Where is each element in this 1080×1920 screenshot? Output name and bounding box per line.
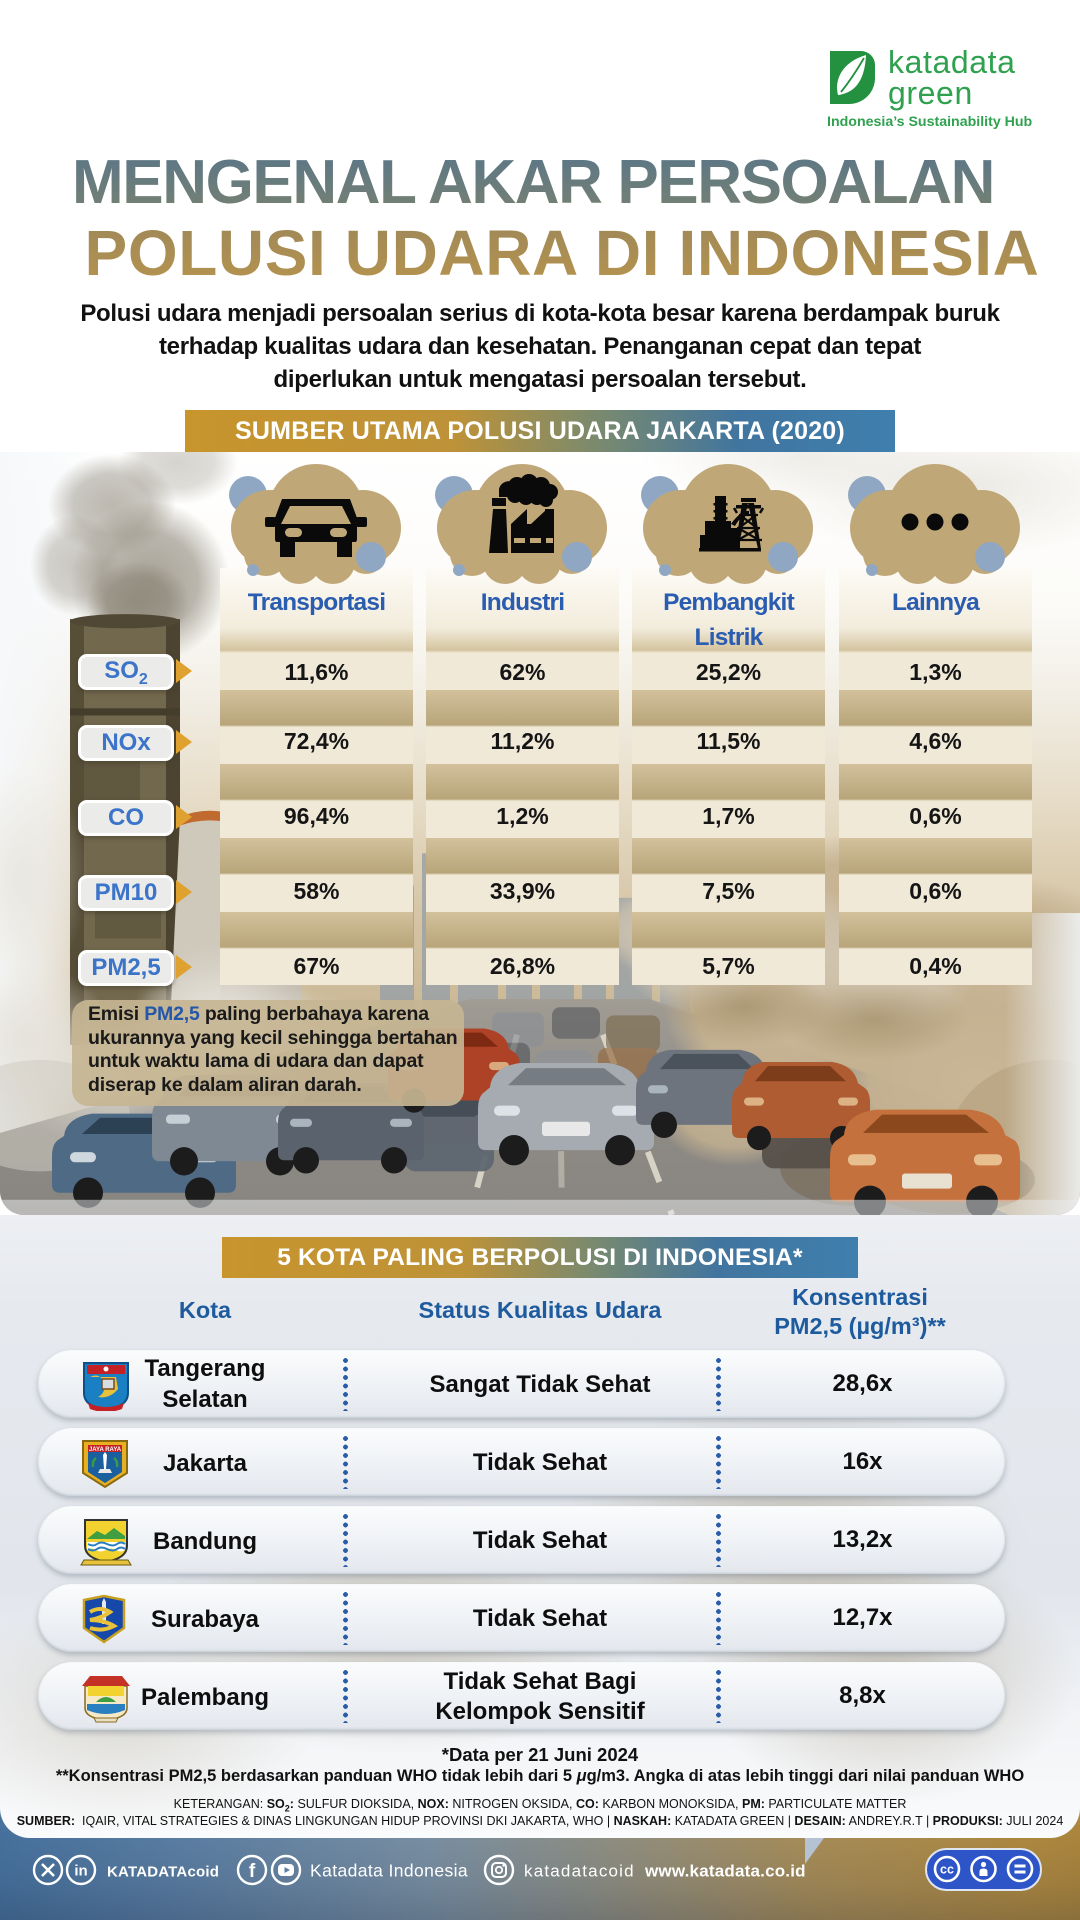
svg-text:Indonesia’s Sustainability Hub: Indonesia’s Sustainability Hub	[827, 114, 1033, 130]
svg-text:in: in	[74, 1863, 87, 1880]
svg-text:KATADATAcoid: KATADATAcoid	[107, 1864, 219, 1881]
svg-text:Katadata Indonesia: Katadata Indonesia	[310, 1861, 468, 1881]
svg-text:katadata: katadata	[888, 50, 1016, 80]
svg-text:f: f	[249, 1861, 256, 1882]
svg-text:www.katadata.co.id: www.katadata.co.id	[644, 1862, 806, 1881]
svg-text:JAYA RAYA: JAYA RAYA	[89, 1447, 122, 1453]
svg-text:green: green	[888, 75, 973, 111]
svg-text:katadatacoid: katadatacoid	[524, 1862, 635, 1881]
svg-text:cc: cc	[940, 1863, 954, 1877]
